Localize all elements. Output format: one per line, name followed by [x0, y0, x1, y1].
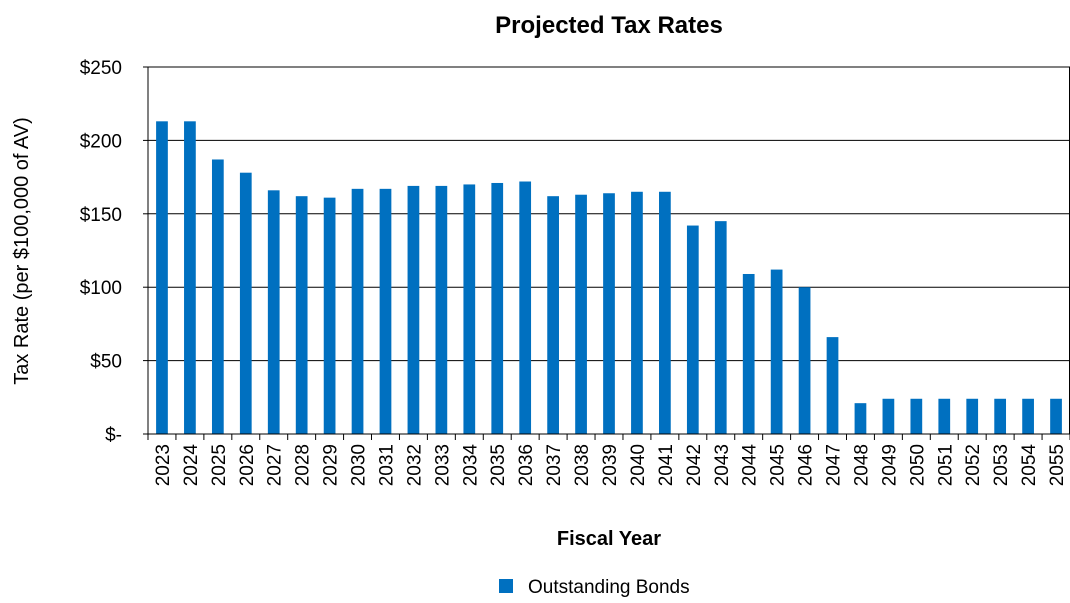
bar-2035	[491, 182, 504, 434]
bar-2051	[938, 398, 951, 434]
y-tick-label: $100	[80, 278, 122, 299]
x-tick-label: 2054	[1019, 444, 1040, 487]
y-axis-title: Tax Rate (per $100,000 of AV)	[11, 117, 33, 385]
legend-label-outstanding-bonds: Outstanding Bonds	[528, 577, 690, 598]
bar-2055	[1050, 398, 1062, 434]
x-tick-label: 2035	[488, 444, 509, 486]
bar-2047	[826, 337, 839, 434]
y-tick-label: $250	[80, 58, 122, 79]
x-tick-label: 2052	[963, 444, 984, 486]
bar-2026	[239, 172, 252, 435]
x-tick-label: 2041	[656, 444, 677, 486]
bar-2024	[184, 121, 196, 434]
bar-2038	[575, 194, 587, 434]
x-tick-label: 2024	[181, 444, 202, 487]
bar-2028	[295, 196, 308, 434]
y-tick-label: $200	[80, 131, 122, 152]
y-tick-label: $-	[105, 425, 122, 446]
x-tick-label: 2044	[740, 444, 761, 487]
bar-2039	[603, 193, 615, 434]
x-tick-label: 2055	[1047, 444, 1068, 486]
bar-2034	[463, 184, 476, 434]
x-tick-label: 2042	[684, 444, 705, 486]
bar-2048	[854, 403, 867, 434]
bar-2043	[714, 221, 727, 434]
y-axis-ticks: $- $50 $100 $150 $200 $250	[80, 58, 122, 446]
x-tick-label: 2038	[572, 444, 593, 486]
bar-2045	[770, 269, 783, 434]
x-tick-label: 2050	[907, 444, 928, 486]
x-tick-label: 2030	[349, 444, 370, 486]
bar-2044	[742, 273, 755, 434]
x-tick-label: 2033	[432, 444, 453, 486]
bar-2040	[631, 191, 643, 434]
x-tick-label: 2043	[712, 444, 733, 486]
x-tick-label: 2039	[600, 444, 621, 486]
x-tick-label: 2048	[851, 444, 872, 486]
x-tick-label: 2049	[879, 444, 900, 486]
bar-series-outstanding-bonds	[156, 121, 1062, 435]
x-tick-label: 2037	[544, 444, 565, 486]
x-tick-label: 2031	[376, 444, 397, 486]
bar-2025	[211, 159, 224, 434]
x-tick-label: 2040	[628, 444, 649, 486]
x-tick-label: 2046	[796, 444, 817, 486]
bar-2033	[435, 185, 448, 434]
chart-title: Projected Tax Rates	[495, 12, 723, 39]
bar-2042	[686, 225, 699, 434]
bar-2046	[798, 287, 811, 434]
x-tick-label: 2034	[460, 444, 481, 487]
bar-2041	[659, 191, 671, 434]
bar-2049	[882, 398, 895, 434]
x-tick-label: 2053	[991, 444, 1012, 486]
x-tick-label: 2027	[265, 444, 286, 486]
x-tick-label: 2025	[209, 444, 230, 486]
bar-2031	[379, 188, 392, 434]
legend: Outstanding Bonds	[499, 577, 690, 598]
bar-2050	[910, 398, 923, 434]
y-tick-label: $50	[90, 352, 122, 373]
x-tick-label: 2028	[293, 444, 314, 486]
bar-2053	[994, 398, 1007, 434]
bar-2027	[267, 190, 280, 434]
x-tick-label: 2045	[768, 444, 789, 486]
bar-2037	[547, 196, 559, 434]
x-tick-label: 2051	[935, 444, 956, 486]
bar-2029	[323, 197, 336, 434]
legend-swatch-outstanding-bonds	[499, 579, 513, 593]
bar-2030	[351, 188, 364, 434]
x-tick-label: 2026	[237, 444, 258, 486]
bar-2036	[519, 181, 532, 434]
x-tick-label: 2032	[404, 444, 425, 486]
x-tick-label: 2036	[516, 444, 537, 486]
bar-2052	[966, 398, 979, 434]
x-tick-label: 2023	[153, 444, 174, 486]
x-tick-label: 2029	[321, 444, 342, 486]
bar-2023	[156, 121, 168, 434]
x-axis-ticks: 2023 2024 2025 2026 2027 2028 2029 2030 2031 2032…	[153, 444, 1068, 487]
bar-2032	[407, 185, 420, 434]
y-tick-label: $150	[80, 205, 122, 226]
bar-2054	[1022, 398, 1034, 434]
x-axis-title: Fiscal Year	[557, 528, 661, 550]
x-tick-label: 2047	[824, 444, 845, 486]
